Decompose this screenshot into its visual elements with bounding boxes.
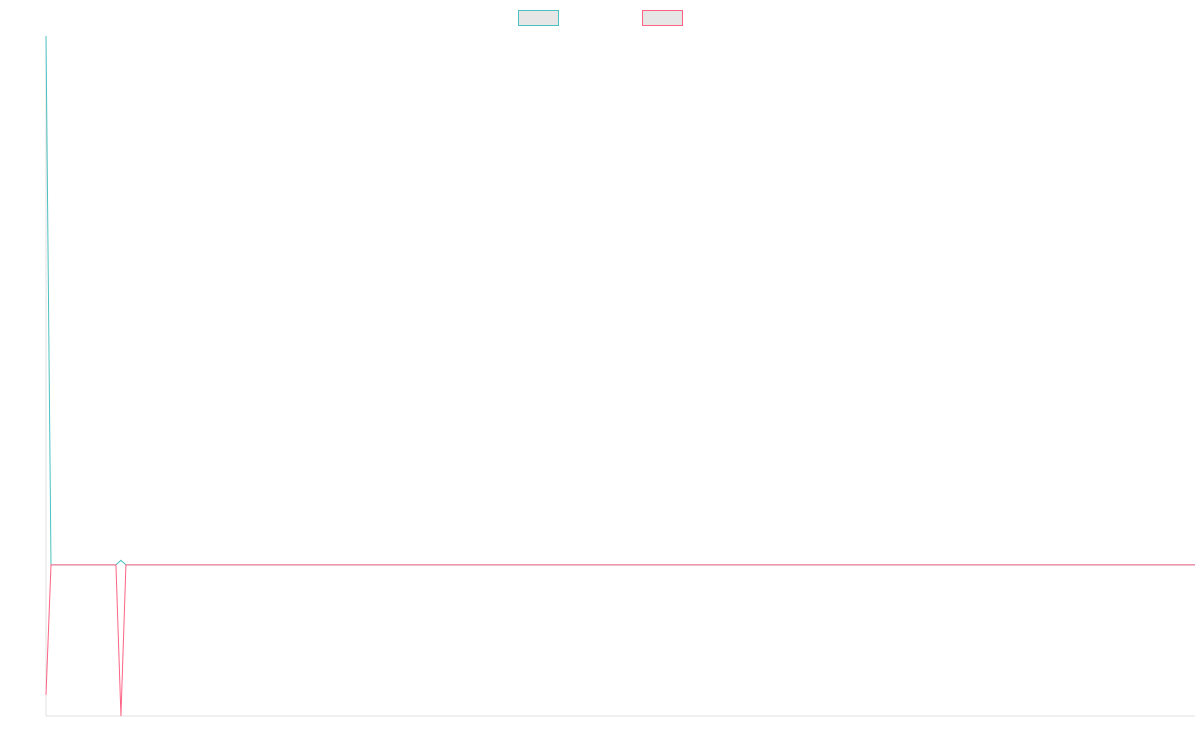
series-line [45,564,1195,717]
legend-swatch[interactable] [642,10,683,26]
series-line [45,35,1195,566]
legend-swatch[interactable] [518,10,559,26]
